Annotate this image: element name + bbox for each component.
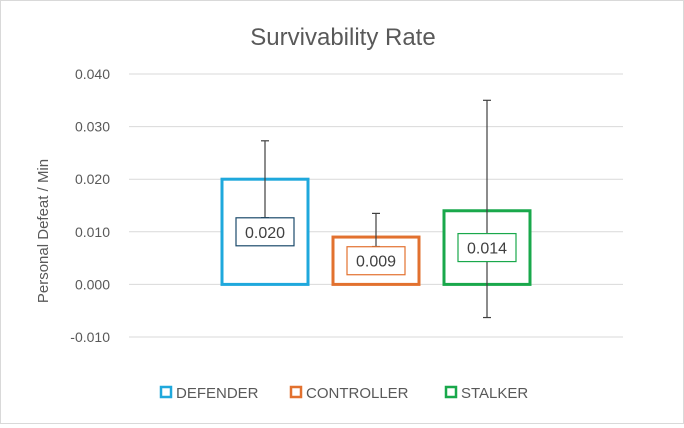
legend-label: STALKER — [461, 385, 528, 402]
bar-group-defender: 0.020 — [220, 140, 310, 286]
y-tick-label: 0.030 — [75, 119, 110, 135]
legend-item-controller: CONTROLLER — [289, 385, 409, 402]
legend-swatch — [289, 385, 303, 399]
data-label: 0.014 — [467, 241, 507, 258]
legend-swatch — [444, 385, 458, 399]
legend-swatch — [159, 385, 173, 399]
bar-group-controller: 0.009 — [331, 212, 421, 286]
data-label: 0.009 — [356, 254, 396, 271]
y-tick-labels: 0.040 0.030 0.020 0.010 0.000 -0.010 — [70, 66, 110, 345]
chart-title: Survivability Rate — [250, 24, 435, 51]
legend-item-stalker: STALKER — [444, 385, 528, 402]
y-tick-label: 0.040 — [75, 66, 110, 82]
y-tick-label: -0.010 — [70, 329, 110, 345]
y-tick-label: 0.000 — [75, 276, 110, 292]
data-label-box — [235, 217, 295, 247]
data-label-box — [457, 232, 517, 263]
legend: DEFENDER CONTROLLER STALKER — [159, 385, 528, 402]
y-tick-label: 0.010 — [75, 224, 110, 240]
y-tick-label: 0.020 — [75, 171, 110, 187]
legend-item-defender: DEFENDER — [159, 385, 259, 402]
bar-group-stalker: 0.014 — [442, 99, 532, 319]
legend-label: CONTROLLER — [306, 385, 409, 402]
y-axis-label: Personal Defeat / Min — [35, 159, 52, 303]
legend-label: DEFENDER — [176, 385, 259, 402]
gridlines — [129, 73, 623, 338]
data-label: 0.020 — [245, 225, 285, 242]
bars: 0.020 0.009 0.014 — [220, 99, 532, 319]
data-label-box — [346, 246, 406, 276]
